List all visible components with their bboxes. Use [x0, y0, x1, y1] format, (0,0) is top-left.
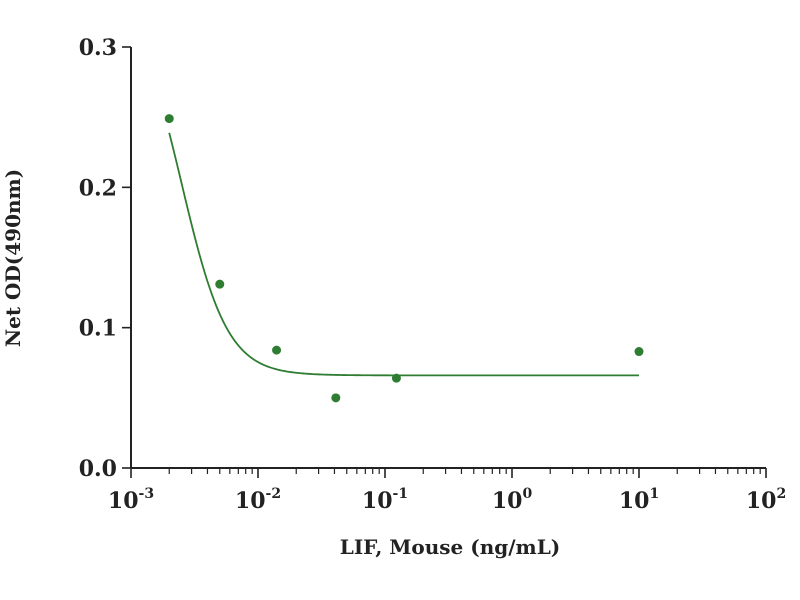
data-point	[634, 347, 644, 357]
y-axis-title: Net OD(490nm)	[1, 169, 25, 347]
data-point	[272, 345, 282, 355]
x-axis-title: LIF, Mouse (ng/mL)	[340, 535, 560, 559]
axes	[130, 47, 766, 469]
x-tick-label: 10-3	[108, 486, 154, 514]
fit-curve	[168, 132, 639, 377]
x-ticks: 10-3 10-2 10-1 100 101 102	[108, 468, 786, 514]
data-point	[391, 373, 401, 383]
x-tick-label: 102	[746, 486, 786, 514]
data-point	[215, 279, 225, 289]
points-group	[164, 114, 644, 403]
fit-curve-group	[168, 132, 639, 377]
data-point	[164, 114, 174, 124]
x-tick-label: 10-1	[362, 486, 408, 514]
y-ticks: 0.0 0.1 0.2 0.3	[79, 35, 131, 482]
data-point	[331, 393, 341, 403]
y-tick-label: 0.2	[79, 175, 117, 201]
y-tick-label: 0.3	[79, 35, 117, 61]
x-tick-label: 101	[619, 486, 659, 514]
y-tick-label: 0.0	[79, 456, 117, 482]
x-tick-label: 100	[492, 486, 533, 514]
x-tick-label: 10-2	[235, 486, 281, 514]
y-tick-label: 0.1	[79, 316, 117, 342]
